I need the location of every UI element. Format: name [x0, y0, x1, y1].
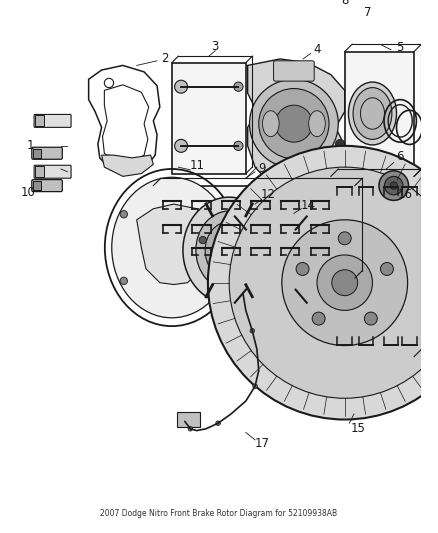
Ellipse shape	[262, 111, 279, 136]
Ellipse shape	[261, 247, 281, 272]
Text: 12: 12	[261, 188, 276, 201]
Circle shape	[252, 236, 259, 244]
Circle shape	[234, 82, 243, 91]
Circle shape	[242, 273, 249, 281]
Text: 17: 17	[255, 437, 270, 450]
Text: 14: 14	[300, 198, 315, 212]
Polygon shape	[342, 204, 379, 332]
Circle shape	[216, 277, 223, 285]
Bar	[331, 176, 414, 357]
Circle shape	[259, 88, 329, 159]
Bar	[172, 63, 246, 174]
Ellipse shape	[349, 82, 396, 145]
Text: 5: 5	[396, 42, 404, 54]
Circle shape	[335, 9, 342, 17]
Circle shape	[364, 312, 377, 325]
Polygon shape	[388, 204, 414, 332]
Circle shape	[381, 262, 393, 276]
Text: 10: 10	[20, 185, 35, 199]
Circle shape	[120, 211, 127, 218]
Circle shape	[282, 220, 408, 345]
Ellipse shape	[196, 211, 262, 289]
Circle shape	[229, 167, 438, 398]
Text: 16: 16	[397, 188, 412, 201]
FancyBboxPatch shape	[34, 115, 71, 127]
Text: 9: 9	[259, 161, 266, 174]
Circle shape	[226, 213, 233, 221]
Text: 11: 11	[189, 159, 204, 172]
Circle shape	[312, 312, 325, 325]
Circle shape	[120, 277, 127, 285]
Text: 2: 2	[161, 52, 168, 66]
FancyBboxPatch shape	[34, 165, 71, 178]
Circle shape	[349, 10, 354, 15]
Polygon shape	[385, 199, 417, 340]
Ellipse shape	[244, 228, 297, 291]
FancyBboxPatch shape	[32, 147, 62, 159]
Ellipse shape	[236, 219, 305, 300]
Circle shape	[390, 182, 397, 189]
Circle shape	[385, 176, 403, 195]
Circle shape	[175, 140, 187, 152]
Circle shape	[336, 140, 345, 149]
Polygon shape	[102, 155, 153, 176]
FancyBboxPatch shape	[274, 61, 314, 81]
FancyBboxPatch shape	[33, 181, 42, 190]
Circle shape	[209, 273, 216, 281]
Bar	[345, 52, 414, 176]
Circle shape	[199, 236, 206, 244]
FancyBboxPatch shape	[32, 180, 62, 192]
Circle shape	[296, 262, 309, 276]
Ellipse shape	[205, 222, 253, 279]
FancyBboxPatch shape	[35, 115, 44, 126]
Polygon shape	[338, 199, 381, 340]
Circle shape	[276, 105, 312, 142]
Circle shape	[253, 384, 258, 389]
Circle shape	[208, 146, 438, 419]
FancyBboxPatch shape	[33, 149, 42, 158]
Ellipse shape	[253, 238, 288, 281]
Text: 1: 1	[27, 139, 34, 152]
Text: 15: 15	[351, 422, 366, 435]
Ellipse shape	[309, 111, 325, 136]
Circle shape	[332, 270, 358, 296]
Polygon shape	[137, 204, 206, 285]
Bar	[153, 185, 355, 278]
Ellipse shape	[353, 87, 392, 140]
Circle shape	[234, 141, 243, 150]
Text: 4: 4	[313, 43, 321, 56]
Ellipse shape	[112, 177, 232, 318]
Circle shape	[188, 426, 193, 431]
Circle shape	[379, 171, 409, 200]
Ellipse shape	[221, 240, 237, 261]
Circle shape	[317, 255, 372, 310]
Text: 3: 3	[212, 39, 219, 53]
Circle shape	[175, 80, 187, 93]
FancyBboxPatch shape	[177, 412, 200, 427]
Polygon shape	[102, 85, 149, 163]
Ellipse shape	[213, 231, 245, 270]
Circle shape	[216, 211, 223, 218]
Text: 7: 7	[364, 6, 371, 19]
Polygon shape	[247, 59, 345, 190]
Circle shape	[250, 79, 338, 168]
Ellipse shape	[183, 197, 276, 303]
Circle shape	[216, 421, 220, 425]
Text: 2007 Dodge Nitro Front Brake Rotor Diagram for 52109938AB: 2007 Dodge Nitro Front Brake Rotor Diagr…	[100, 510, 338, 519]
Circle shape	[338, 232, 351, 245]
Text: 8: 8	[341, 0, 348, 7]
Text: 6: 6	[396, 150, 404, 164]
FancyBboxPatch shape	[35, 166, 44, 177]
Circle shape	[250, 328, 254, 333]
